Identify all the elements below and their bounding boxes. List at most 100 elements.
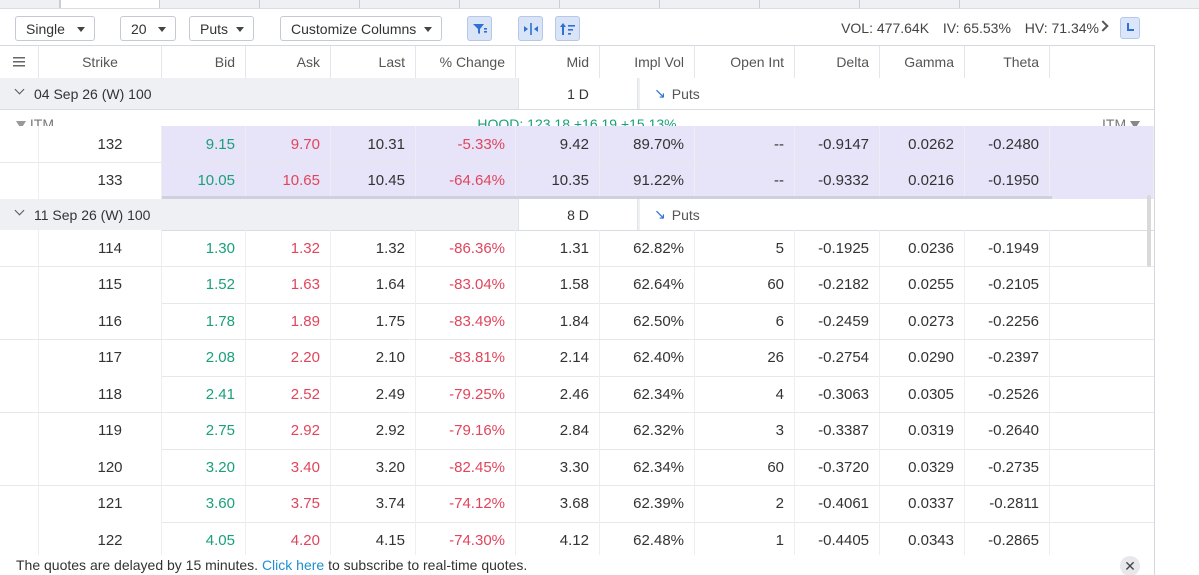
- column-header-theta[interactable]: Theta: [965, 46, 1050, 78]
- cell-impl-vol: 62.50%: [600, 303, 695, 339]
- cell-theta: -0.2480: [965, 126, 1050, 162]
- table-row[interactable]: 118 2.41 2.52 2.49 -79.25% 2.46 62.34% 4 -0.3063…: [0, 376, 1154, 413]
- chevron-down-icon: [158, 27, 166, 32]
- column-header-strike[interactable]: Strike: [39, 46, 162, 78]
- cell-bid[interactable]: 1.30: [162, 230, 246, 266]
- option-type-select[interactable]: Puts: [189, 16, 254, 41]
- cell-mid: 2.14: [516, 339, 600, 376]
- cell-last: 3.74: [331, 485, 416, 522]
- table-row[interactable]: 119 2.75 2.92 2.92 -79.16% 2.84 62.32% 3 -0.3387…: [0, 412, 1154, 450]
- cell-bid[interactable]: 10.05: [162, 162, 246, 199]
- cell-last: 1.32: [331, 230, 416, 266]
- cell-ask[interactable]: 10.65: [246, 162, 331, 199]
- strike-count-select[interactable]: 20: [120, 16, 176, 41]
- cell-open-int: 26: [695, 339, 795, 376]
- expiry-title: 11 Sep 26 (W) 100: [34, 207, 151, 223]
- table-row[interactable]: 133 10.05 10.65 10.45 -64.64% 10.35 91.22% -- -0…: [0, 162, 1154, 200]
- cell-change: -82.45%: [416, 449, 516, 485]
- column-header-mid[interactable]: Mid: [516, 46, 600, 78]
- cell-strike: 116: [39, 303, 162, 339]
- column-header-bid[interactable]: Bid: [162, 46, 246, 78]
- cell-change: -79.16%: [416, 412, 516, 449]
- sort-icon: [559, 22, 575, 35]
- cell-delta: -0.4061: [795, 485, 880, 522]
- cell-strike: 115: [39, 266, 162, 303]
- column-header-ask[interactable]: Ask: [246, 46, 331, 78]
- row-gutter: [0, 230, 39, 266]
- subscribe-link[interactable]: Click here: [261, 557, 325, 573]
- cell-open-int: --: [695, 162, 795, 199]
- cell-bid[interactable]: 3.20: [162, 449, 246, 485]
- column-header-delta[interactable]: Delta: [795, 46, 880, 78]
- table-row[interactable]: 122 4.05 4.20 4.15 -74.30% 4.12 62.48% 1 -0.4405…: [0, 522, 1154, 559]
- cell-bid[interactable]: 2.41: [162, 376, 246, 412]
- menu-icon[interactable]: [0, 46, 39, 78]
- column-header-change[interactable]: % Change: [416, 46, 516, 78]
- cell-ask[interactable]: 4.20: [246, 522, 331, 558]
- cell-open-int: 60: [695, 266, 795, 303]
- cell-ask[interactable]: 1.63: [246, 266, 331, 303]
- cell-bid[interactable]: 4.05: [162, 522, 246, 558]
- row-gutter: [0, 126, 39, 162]
- scrollbar[interactable]: [1147, 195, 1151, 267]
- cell-delta: -0.2754: [795, 339, 880, 376]
- table-row[interactable]: 132 9.15 9.70 10.31 -5.33% 9.42 89.70% -- -0.914…: [0, 126, 1154, 163]
- cell-impl-vol: 62.82%: [600, 230, 695, 266]
- expiry-group-header[interactable]: 04 Sep 26 (W) 100 1 D ↘ Puts: [0, 78, 1154, 110]
- expiry-group-header[interactable]: 11 Sep 26 (W) 100 8 D ↘ Puts: [0, 199, 1154, 231]
- cell-bid[interactable]: 1.78: [162, 303, 246, 339]
- close-button[interactable]: ✕: [1120, 556, 1140, 575]
- cell-last: 10.31: [331, 126, 416, 162]
- table-header: Strike Bid Ask Last % Change Mid Impl Vo…: [0, 45, 1154, 79]
- chevron-down-icon[interactable]: [14, 205, 25, 216]
- itm-divider: [162, 196, 1052, 200]
- columns-toggle-button[interactable]: [518, 16, 543, 41]
- cell-ask[interactable]: 2.20: [246, 339, 331, 376]
- volume-stat: VOL: 477.64K: [841, 20, 930, 36]
- sort-button[interactable]: [555, 16, 580, 41]
- customize-columns-select[interactable]: Customize Columns: [280, 16, 442, 41]
- cell-ask[interactable]: 3.40: [246, 449, 331, 485]
- cell-ask[interactable]: 2.92: [246, 412, 331, 449]
- clock-button[interactable]: [1120, 17, 1140, 39]
- column-header-impl-vol[interactable]: Impl Vol: [600, 46, 695, 78]
- table-row[interactable]: 116 1.78 1.89 1.75 -83.49% 1.84 62.50% 6 -0.2459…: [0, 303, 1154, 340]
- cell-ask[interactable]: 9.70: [246, 126, 331, 162]
- cell-gamma: 0.0216: [880, 162, 965, 199]
- cell-theta: -0.2865: [965, 522, 1050, 558]
- cell-ask[interactable]: 1.32: [246, 230, 331, 266]
- cell-delta: -0.9147: [795, 126, 880, 162]
- row-gutter: [0, 303, 39, 339]
- strategy-select[interactable]: Single: [15, 16, 95, 41]
- cell-theta: -0.1949: [965, 230, 1050, 266]
- table-row[interactable]: 114 1.30 1.32 1.32 -86.36% 1.31 62.82% 5 -0.1925…: [0, 230, 1154, 267]
- cell-theta: -0.1950: [965, 162, 1050, 199]
- column-header-last[interactable]: Last: [331, 46, 416, 78]
- row-gutter: [0, 339, 39, 376]
- filter-button[interactable]: [467, 16, 492, 41]
- table-row[interactable]: 121 3.60 3.75 3.74 -74.12% 3.68 62.39% 2 -0.4061…: [0, 485, 1154, 523]
- cell-last: 4.15: [331, 522, 416, 558]
- cell-ask[interactable]: 3.75: [246, 485, 331, 522]
- chevron-right-icon[interactable]: [1097, 20, 1109, 32]
- arrow-down-right-icon: ↘: [654, 206, 666, 222]
- tab-strip[interactable]: [0, 0, 1199, 9]
- cell-bid[interactable]: 2.08: [162, 339, 246, 376]
- column-header-gamma[interactable]: Gamma: [880, 46, 965, 78]
- cell-theta: -0.2526: [965, 376, 1050, 412]
- option-type-label: ↘ Puts: [640, 199, 1154, 230]
- cell-bid[interactable]: 3.60: [162, 485, 246, 522]
- cell-bid[interactable]: 9.15: [162, 126, 246, 162]
- table-row[interactable]: 120 3.20 3.40 3.20 -82.45% 3.30 62.34% 60 -0.372…: [0, 449, 1154, 486]
- chevron-down-icon[interactable]: [14, 84, 25, 95]
- table-row[interactable]: 117 2.08 2.20 2.10 -83.81% 2.14 62.40% 26 -0.275…: [0, 339, 1154, 377]
- column-header-open-int[interactable]: Open Int: [695, 46, 795, 78]
- cell-impl-vol: 62.39%: [600, 485, 695, 522]
- cell-delta: -0.3720: [795, 449, 880, 485]
- cell-ask[interactable]: 2.52: [246, 376, 331, 412]
- cell-bid[interactable]: 2.75: [162, 412, 246, 449]
- cell-bid[interactable]: 1.52: [162, 266, 246, 303]
- cell-strike: 117: [39, 339, 162, 376]
- cell-ask[interactable]: 1.89: [246, 303, 331, 339]
- table-row[interactable]: 115 1.52 1.63 1.64 -83.04% 1.58 62.64% 60 -0.218…: [0, 266, 1154, 304]
